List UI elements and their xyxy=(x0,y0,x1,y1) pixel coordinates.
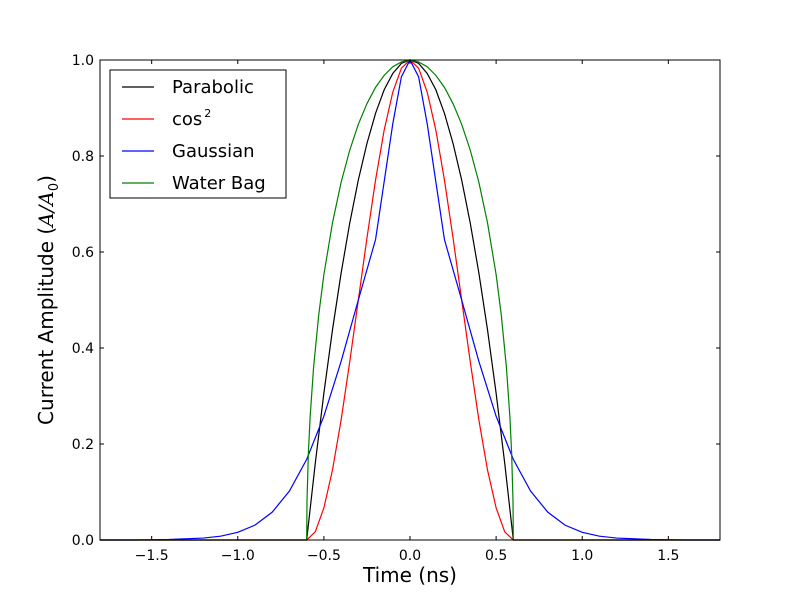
legend-box xyxy=(109,69,287,199)
legend: Parabolic cos 2 Gaussian Water Bag xyxy=(109,69,287,199)
x-tick-label: −0.5 xyxy=(307,548,341,564)
y-tick-label: 0.6 xyxy=(72,245,94,261)
x-tick-label: −1.0 xyxy=(221,548,255,564)
y-tick-label: 0.2 xyxy=(72,437,94,453)
x-tick-label: 0.5 xyxy=(485,548,507,564)
y-axis-label-sep: / xyxy=(34,203,58,214)
y-axis-label-prefix: Current Amplitude ( xyxy=(34,227,58,425)
legend-label-cos: cos 2 xyxy=(172,107,211,130)
y-axis-label: Current Amplitude (A/A0) xyxy=(34,175,62,425)
x-axis-label: Time (ns) xyxy=(362,563,457,587)
y-axis-label-var: A xyxy=(34,212,58,228)
legend-label-water-bag: Water Bag xyxy=(172,173,266,194)
x-tick-label: −1.5 xyxy=(135,548,169,564)
y-tick-label: 1.0 xyxy=(72,53,94,69)
y-tick-label: 0.0 xyxy=(72,533,94,549)
legend-label-superscript: 2 xyxy=(204,107,211,120)
y-axis-label-sub: 0 xyxy=(47,183,62,191)
x-tick-label: 1.0 xyxy=(571,548,593,564)
plot-frame xyxy=(99,59,721,541)
legend-label-gaussian: Gaussian xyxy=(172,141,255,162)
legend-label-parabolic: Parabolic xyxy=(172,77,254,98)
y-axis-label-suffix: ) xyxy=(34,175,58,183)
y-tick-label: 0.8 xyxy=(72,149,94,165)
x-tick-label: 1.5 xyxy=(657,548,679,564)
y-tick-label: 0.4 xyxy=(72,341,94,357)
y-axis-label-var2: A xyxy=(34,191,58,207)
x-tick-label: 0.0 xyxy=(399,548,421,564)
axis-ticks: −1.5 −1.0 −0.5 0.0 0.5 1.0 1.5 0.0 0.2 0.4 0.6 0.8 1… xyxy=(72,53,720,564)
